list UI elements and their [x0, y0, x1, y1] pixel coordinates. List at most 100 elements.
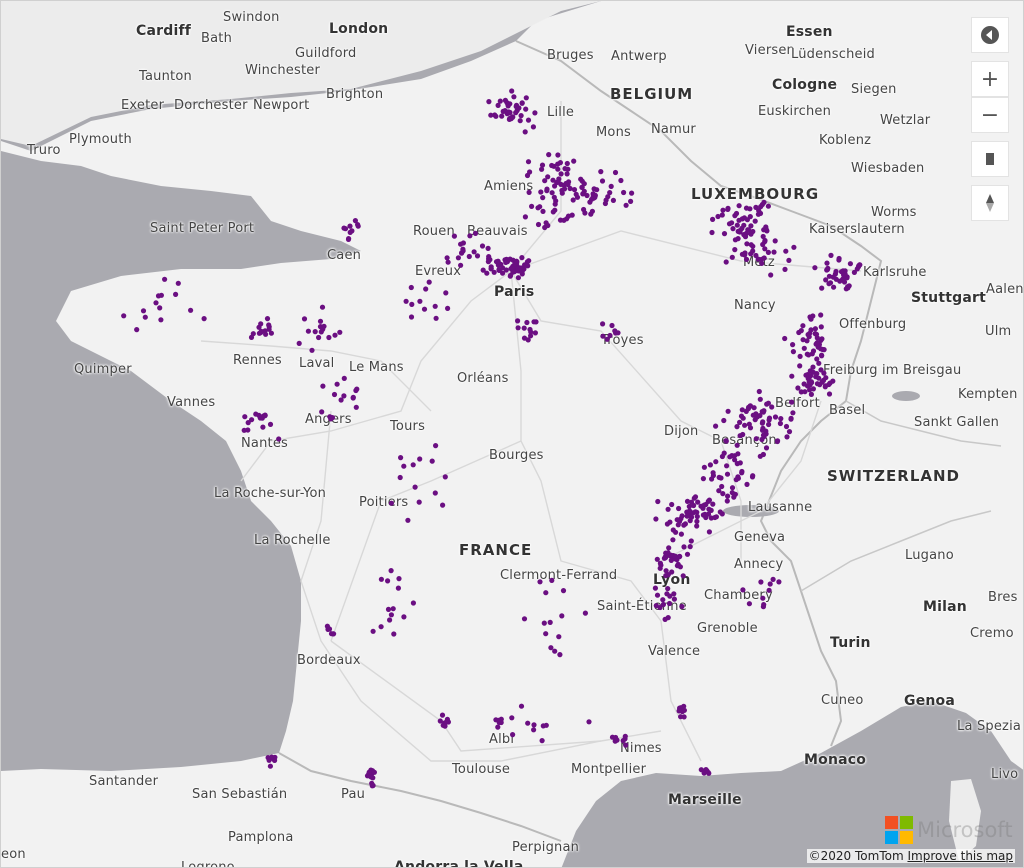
data-point — [701, 502, 707, 508]
city-label: Montpellier — [571, 762, 647, 777]
data-point — [671, 596, 678, 602]
zoom-out-button[interactable]: − — [971, 97, 1009, 133]
microsoft-logo-icon — [885, 816, 913, 844]
city-label: Kempten — [958, 387, 1018, 402]
border-switzerland — [759, 400, 847, 747]
data-point — [851, 269, 858, 275]
pitch-button[interactable] — [971, 141, 1009, 177]
data-point — [532, 330, 539, 336]
zoom-in-button[interactable]: + — [971, 61, 1009, 97]
data-point — [538, 189, 544, 195]
data-point — [552, 648, 558, 654]
data-point — [526, 258, 532, 264]
data-point — [615, 330, 621, 336]
data-point — [729, 254, 735, 260]
data-point — [857, 262, 863, 268]
data-point — [480, 267, 486, 273]
data-point — [319, 409, 325, 415]
data-point — [801, 345, 807, 351]
data-point — [543, 631, 549, 637]
data-point — [316, 334, 322, 341]
data-point — [510, 114, 516, 120]
city-label: Ulm — [985, 324, 1012, 339]
data-point — [412, 484, 418, 490]
city-label: Perpignan — [512, 840, 580, 855]
city-label: La Spezia — [957, 719, 1022, 734]
data-point — [797, 363, 803, 369]
data-point — [388, 612, 394, 618]
data-point — [826, 391, 833, 397]
data-point — [563, 180, 569, 187]
data-point — [578, 176, 584, 182]
data-point — [783, 423, 790, 430]
data-point — [755, 211, 762, 217]
data-point — [312, 329, 318, 335]
data-point — [756, 388, 762, 395]
data-point — [442, 474, 448, 480]
city-label: Brighton — [326, 87, 384, 102]
data-point — [558, 171, 564, 177]
compass-icon — [985, 194, 995, 212]
style-picker-button[interactable] — [971, 17, 1009, 53]
data-point — [721, 417, 727, 424]
data-point — [598, 169, 604, 175]
data-point — [571, 187, 578, 193]
data-point — [753, 436, 759, 442]
data-point — [570, 197, 576, 203]
data-point — [532, 110, 538, 116]
data-point — [749, 474, 756, 480]
data-point — [734, 442, 740, 448]
data-point — [342, 226, 349, 232]
data-point — [544, 188, 550, 194]
city-label: Cardiff — [136, 23, 192, 39]
data-point — [679, 603, 685, 610]
data-point — [771, 249, 777, 255]
data-point — [783, 248, 789, 254]
data-point — [594, 187, 600, 193]
data-point — [537, 579, 543, 585]
city-label: Paris — [494, 284, 535, 300]
atlantic-water — [1, 151, 361, 771]
data-point — [334, 381, 340, 387]
data-point — [301, 316, 308, 322]
data-point — [547, 619, 553, 626]
data-point — [599, 178, 606, 184]
city-label: Dijon — [664, 424, 699, 439]
data-point — [581, 181, 587, 187]
data-point — [175, 280, 181, 286]
data-point — [713, 459, 719, 465]
data-point — [737, 433, 743, 439]
data-point — [730, 226, 736, 232]
data-point — [370, 775, 376, 781]
data-point — [727, 454, 733, 460]
data-point — [747, 403, 754, 409]
compass-button[interactable] — [971, 185, 1009, 221]
data-point — [760, 432, 767, 438]
data-point — [458, 262, 464, 268]
improve-map-link[interactable]: Improve this map — [907, 849, 1013, 863]
city-label: Pamplona — [228, 830, 294, 845]
data-point — [354, 386, 360, 392]
data-point — [317, 318, 324, 324]
data-point — [153, 300, 159, 306]
data-point — [439, 712, 446, 718]
data-point — [556, 634, 562, 640]
data-point — [763, 445, 770, 451]
data-point — [433, 443, 439, 449]
city-label: Caen — [327, 248, 362, 263]
city-label: Mons — [596, 125, 631, 140]
data-point — [582, 610, 589, 616]
data-point — [840, 276, 846, 282]
data-point — [525, 720, 531, 726]
city-label: Lüdenscheid — [791, 47, 875, 62]
data-point — [657, 604, 663, 611]
data-point — [388, 568, 394, 574]
city-label: Livo — [991, 767, 1019, 782]
data-point — [586, 719, 592, 725]
city-label: Saint Peter Port — [150, 221, 255, 236]
data-point — [806, 352, 812, 358]
data-point — [808, 327, 814, 333]
data-point — [814, 356, 820, 362]
data-point — [580, 191, 586, 197]
